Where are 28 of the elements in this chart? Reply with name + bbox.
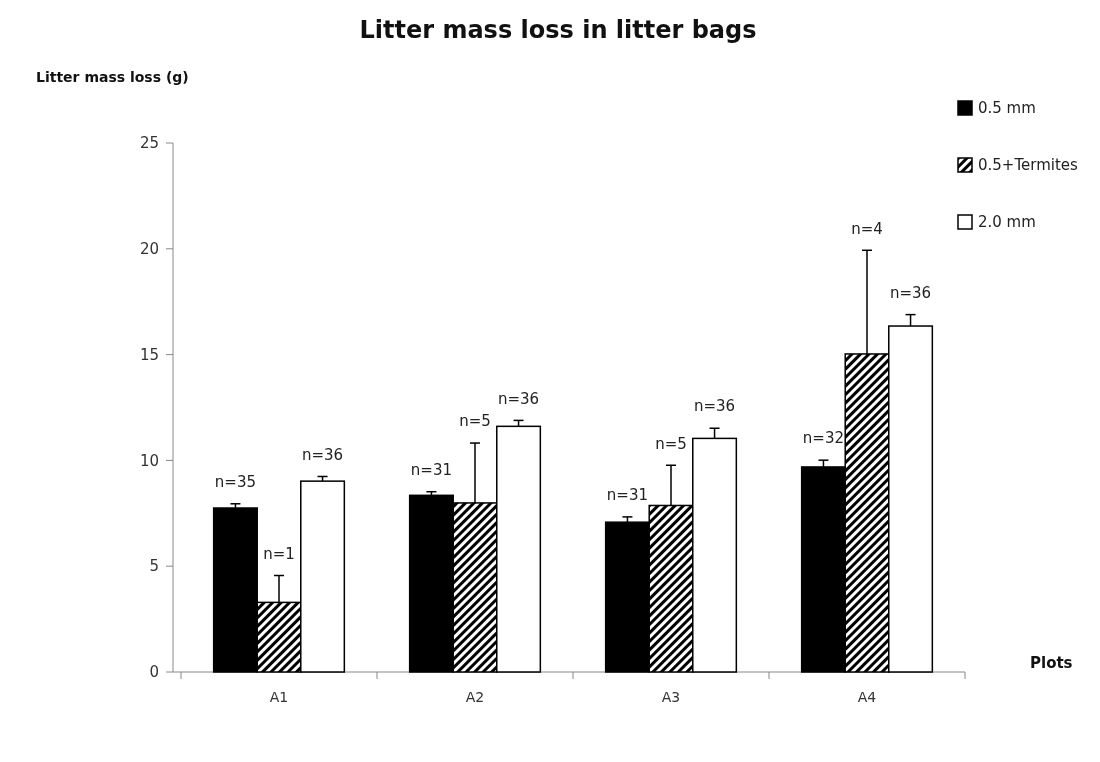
y-tick-label: 10 — [139, 451, 159, 470]
annotation: n=35 — [214, 473, 257, 492]
x-tick-label: A3 — [661, 689, 681, 705]
y-tick-label: 15 — [139, 345, 159, 364]
x-tick-label: A1 — [269, 689, 289, 705]
y-tick-label: 5 — [149, 557, 159, 576]
annotation: n=5 — [655, 434, 687, 453]
x-tick-label: A4 — [857, 689, 877, 705]
legend-label: 0.5 mm — [978, 99, 1036, 118]
annotation: n=36 — [497, 389, 540, 408]
annotation: n=36 — [301, 445, 344, 464]
legend-label: 0.5+Termites — [978, 156, 1079, 175]
annotation: n=31 — [410, 460, 453, 479]
y-axis-title: Litter mass loss (g) — [36, 69, 189, 85]
y-tick-label: 25 — [139, 134, 159, 153]
annotation: n=32 — [802, 429, 845, 448]
legend-label: 2.0 mm — [978, 213, 1036, 232]
annotation: n=4 — [851, 219, 883, 238]
annotation: n=5 — [459, 412, 491, 431]
annotation: n=36 — [889, 283, 932, 302]
y-tick-label: 20 — [139, 240, 159, 259]
y-tick-label: 0 — [149, 663, 159, 682]
annotation: n=1 — [263, 544, 295, 563]
x-tick-label: A2 — [465, 689, 485, 705]
annotation: n=36 — [693, 397, 736, 416]
x-axis-title: Plots — [1030, 654, 1073, 672]
chart-title: Litter mass loss in litter bags — [359, 16, 757, 44]
annotation: n=31 — [606, 486, 649, 505]
